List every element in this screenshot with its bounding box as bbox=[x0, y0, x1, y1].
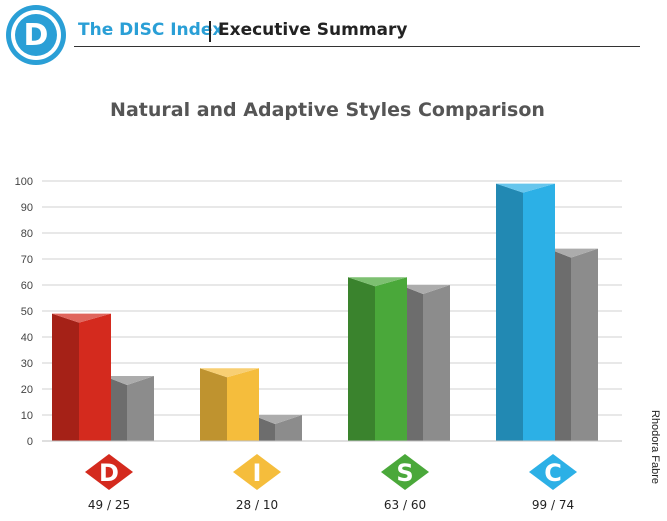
category-letter-i: I bbox=[253, 459, 262, 487]
y-tick-label: 20 bbox=[21, 384, 33, 396]
y-tick-label: 30 bbox=[21, 358, 33, 370]
diamond-s-icon bbox=[381, 454, 429, 490]
category-letter-c: C bbox=[544, 459, 562, 487]
bar-right-face bbox=[423, 285, 450, 441]
bar-adaptive-c bbox=[548, 248, 598, 441]
author-name: Rhodora Fabre bbox=[649, 410, 661, 484]
bar-top-face bbox=[200, 368, 259, 378]
chart-title: Natural and Adaptive Styles Comparison bbox=[110, 99, 545, 121]
diamond-i-icon bbox=[233, 454, 281, 490]
value-label-d: 49 / 25 bbox=[88, 498, 130, 512]
bar-top-face bbox=[348, 277, 407, 287]
bar-right-face bbox=[523, 183, 555, 441]
bar-left-face bbox=[496, 183, 523, 441]
bar-top-face bbox=[548, 248, 598, 258]
bar-left-face bbox=[200, 368, 227, 441]
bar-right-face bbox=[79, 313, 111, 441]
bar-right-face bbox=[375, 277, 407, 441]
y-tick-label: 90 bbox=[21, 202, 33, 214]
bar-right-face bbox=[571, 248, 598, 441]
bar-right-face bbox=[227, 368, 259, 441]
bar-natural-c bbox=[496, 183, 555, 441]
diamond-c-icon bbox=[529, 454, 577, 490]
bar-top-face bbox=[400, 285, 450, 294]
y-tick-label: 60 bbox=[21, 280, 33, 292]
y-tick-label: 70 bbox=[21, 254, 33, 266]
category-letter-d: D bbox=[99, 459, 119, 487]
y-tick-label: 100 bbox=[15, 176, 33, 188]
bar-left-face bbox=[348, 277, 375, 441]
bar-natural-d bbox=[52, 313, 111, 441]
category-letter-s: S bbox=[396, 459, 413, 487]
bar-adaptive-i bbox=[252, 415, 302, 441]
y-tick-label: 0 bbox=[27, 436, 33, 448]
value-label-s: 63 / 60 bbox=[384, 498, 426, 512]
y-tick-label: 80 bbox=[21, 228, 33, 240]
disc-logo-icon: D bbox=[6, 5, 66, 65]
header-rule bbox=[74, 46, 640, 47]
y-tick-label: 50 bbox=[21, 306, 33, 318]
diamond-d-icon bbox=[85, 454, 133, 490]
y-tick-label: 10 bbox=[21, 410, 33, 422]
bar-top-face bbox=[104, 376, 154, 385]
bar-left-face bbox=[52, 313, 79, 441]
bar-adaptive-s bbox=[400, 285, 450, 441]
bar-top-face bbox=[496, 183, 555, 193]
bar-adaptive-d bbox=[104, 376, 154, 441]
bar-top-face bbox=[52, 313, 111, 323]
header: D The DISC Index Executive Summary bbox=[0, 0, 667, 72]
value-label-i: 28 / 10 bbox=[236, 498, 278, 512]
section-title: Executive Summary bbox=[218, 20, 408, 40]
bar-top-face bbox=[252, 415, 302, 424]
header-separator bbox=[209, 21, 211, 42]
svg-text:D: D bbox=[24, 18, 49, 53]
bar-right-face bbox=[127, 376, 154, 441]
bar-natural-s bbox=[348, 277, 407, 441]
bar-natural-i bbox=[200, 368, 259, 441]
bar-right-face bbox=[275, 415, 302, 441]
brand-name: The DISC Index bbox=[78, 20, 224, 40]
value-label-c: 99 / 74 bbox=[532, 498, 574, 512]
y-tick-label: 40 bbox=[21, 332, 33, 344]
